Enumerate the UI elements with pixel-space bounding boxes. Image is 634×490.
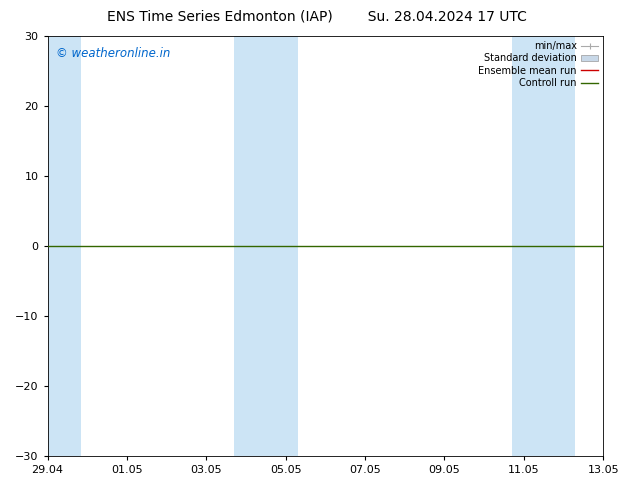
Bar [48, 36, 81, 456]
Text: ENS Time Series Edmonton (IAP)        Su. 28.04.2024 17 UTC: ENS Time Series Edmonton (IAP) Su. 28.04… [107, 10, 527, 24]
Legend: min/max, Standard deviation, Ensemble mean run, Controll run: min/max, Standard deviation, Ensemble me… [477, 39, 600, 90]
Bar [512, 36, 576, 456]
Text: © weatheronline.in: © weatheronline.in [56, 47, 171, 60]
Bar [234, 36, 297, 456]
